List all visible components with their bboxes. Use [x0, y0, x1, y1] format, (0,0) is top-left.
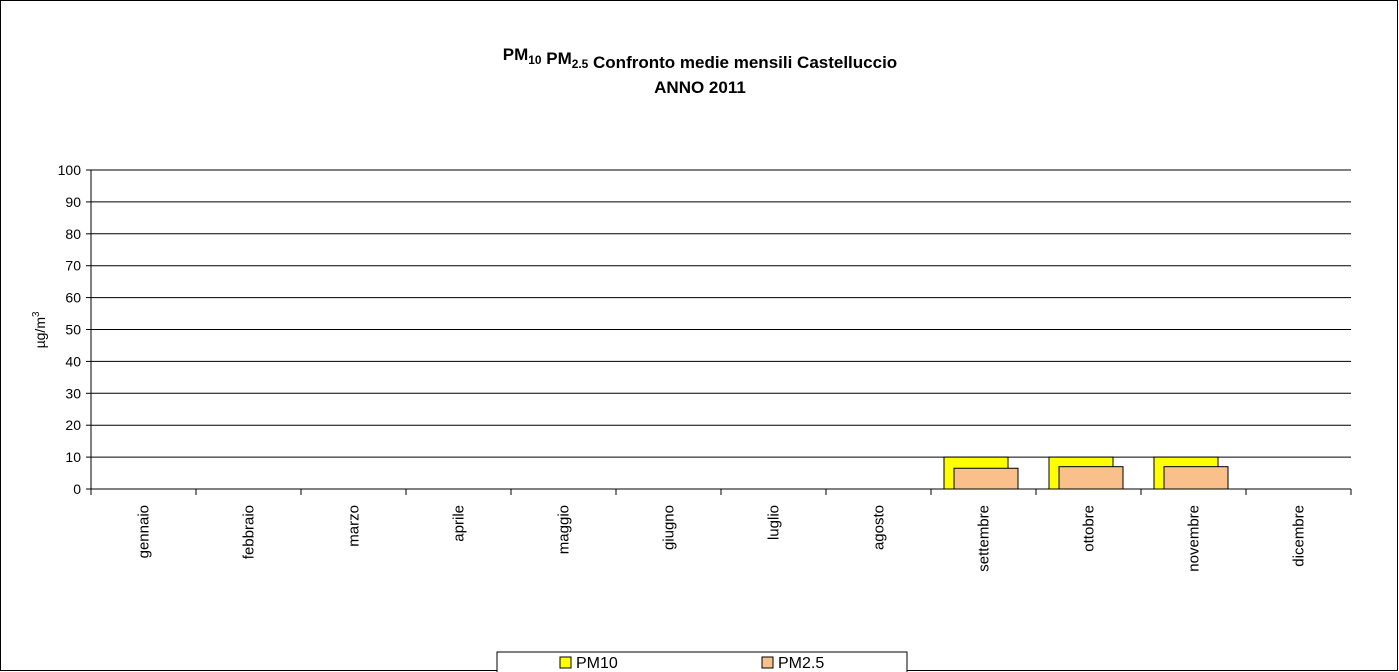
- legend-box: [496, 651, 908, 672]
- y-tick-label: 50: [65, 322, 81, 338]
- x-tick-label: novembre: [1186, 505, 1203, 572]
- x-tick-label: settembre: [976, 505, 993, 572]
- y-tick-label: 70: [65, 258, 81, 274]
- bar: [953, 467, 1019, 490]
- y-tick-label: 100: [58, 162, 82, 178]
- legend-label: PM10: [576, 655, 618, 672]
- x-tick-label: maggio: [556, 505, 573, 554]
- y-tick-label: 90: [65, 194, 81, 210]
- x-tick-label: luglio: [766, 505, 783, 540]
- y-tick-label: 80: [65, 226, 81, 242]
- legend-swatch: [559, 656, 572, 669]
- bar: [1058, 466, 1124, 490]
- x-tick-label: aprile: [451, 505, 468, 542]
- chart-title: PM10 PM2.5 Confronto medie mensili Caste…: [503, 45, 897, 72]
- x-tick-label: febbraio: [241, 505, 258, 559]
- y-tick-label: 30: [65, 385, 81, 401]
- x-tick-label: dicembre: [1291, 505, 1308, 567]
- x-tick-label: ottobre: [1081, 505, 1098, 552]
- y-tick-label: 10: [65, 449, 81, 465]
- y-axis-label: µg/m3: [31, 311, 48, 348]
- x-tick-label: marzo: [346, 505, 363, 547]
- y-tick-label: 20: [65, 417, 81, 433]
- legend-swatch: [761, 656, 774, 669]
- y-tick-label: 40: [65, 353, 81, 369]
- bar: [1163, 466, 1229, 490]
- legend-label: PM2.5: [778, 655, 824, 672]
- chart-subtitle: ANNO 2011: [654, 78, 746, 97]
- x-tick-label: agosto: [871, 505, 888, 550]
- y-tick-label: 60: [65, 290, 81, 306]
- x-tick-label: giugno: [661, 505, 678, 550]
- x-tick-label: gennaio: [136, 505, 153, 558]
- y-tick-label: 0: [73, 481, 81, 497]
